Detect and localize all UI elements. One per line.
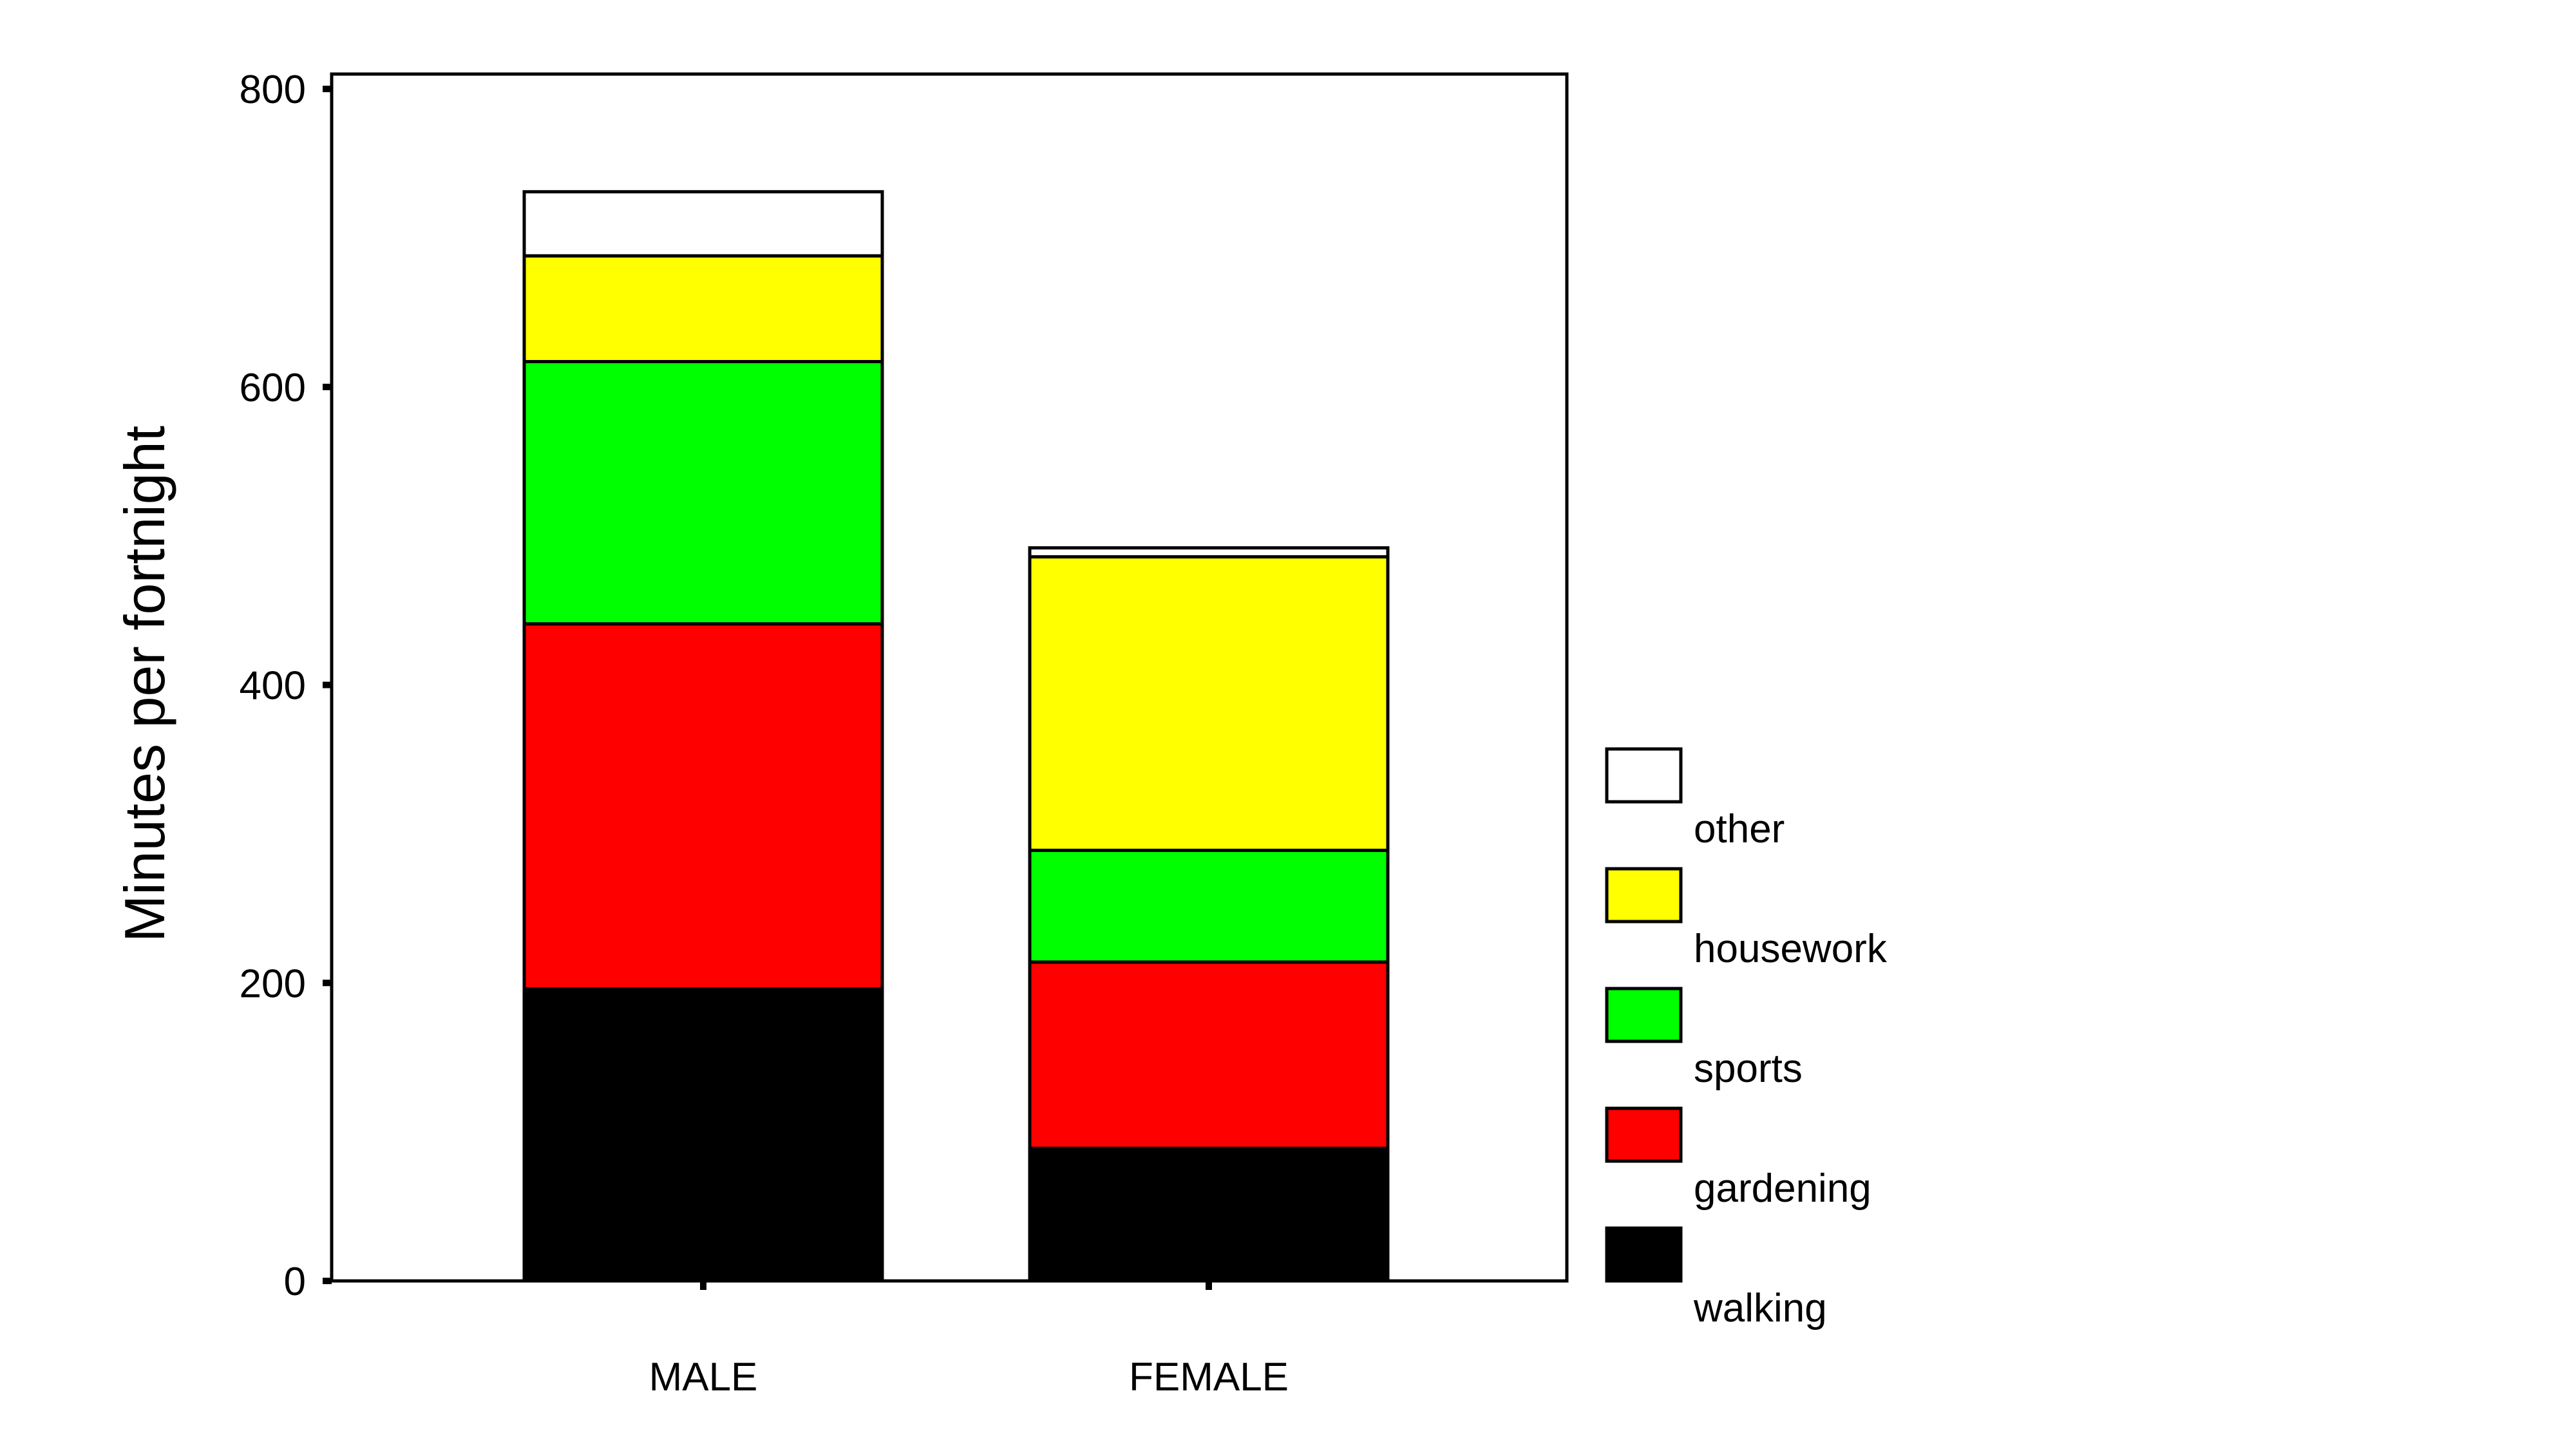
legend: other housework sports gardening walking bbox=[1605, 747, 1888, 1331]
bar-segment-male-gardening bbox=[522, 622, 884, 991]
x-category-label: FEMALE bbox=[1129, 1355, 1289, 1399]
legend-swatch-walking bbox=[1605, 1226, 1683, 1283]
bar-segment-female-gardening bbox=[1028, 960, 1390, 1150]
legend-swatch-sports bbox=[1605, 987, 1683, 1043]
axes-layer: 0 200 400 600 800 MALE FEMALE Minutes per fortn… bbox=[113, 68, 1569, 1399]
bars-layer bbox=[522, 190, 1390, 1283]
legend-label-other: other bbox=[1694, 807, 1785, 851]
bar-segment-male-walking bbox=[522, 987, 884, 1283]
legend-swatch-gardening bbox=[1605, 1106, 1683, 1163]
y-tick-label: 600 bbox=[240, 366, 306, 410]
y-tick-label: 200 bbox=[240, 961, 306, 1006]
legend-swatch-housework bbox=[1605, 867, 1683, 923]
y-axis-title: Minutes per fortnight bbox=[113, 426, 176, 942]
bar-segment-female-walking bbox=[1028, 1146, 1390, 1283]
legend-label-sports: sports bbox=[1694, 1046, 1803, 1091]
legend-label-walking: walking bbox=[1693, 1286, 1827, 1331]
y-tick-label: 400 bbox=[240, 664, 306, 708]
bar-segment-female-other bbox=[1028, 546, 1390, 559]
legend-swatch-other bbox=[1605, 747, 1683, 804]
legend-label-housework: housework bbox=[1694, 927, 1888, 971]
y-tick-label: 0 bbox=[284, 1260, 306, 1304]
legend-label-gardening: gardening bbox=[1694, 1166, 1871, 1211]
bar-segment-male-sports bbox=[522, 360, 884, 626]
x-category-label: MALE bbox=[649, 1355, 758, 1399]
bar-segment-male-other bbox=[522, 190, 884, 258]
plot-frame bbox=[330, 72, 1569, 1283]
bar-segment-female-sports bbox=[1028, 848, 1390, 964]
bar-segment-female-housework bbox=[1028, 555, 1390, 852]
bar-segment-male-housework bbox=[522, 254, 884, 364]
y-tick-label: 800 bbox=[240, 68, 306, 112]
